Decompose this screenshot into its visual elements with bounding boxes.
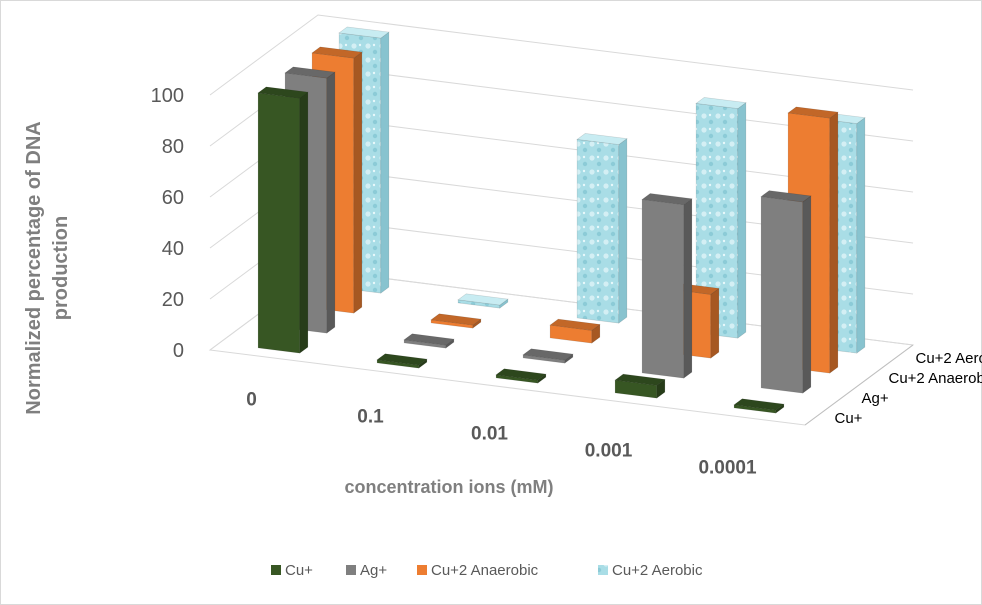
bar-top bbox=[787, 106, 839, 119]
bar-cu--0.0001 bbox=[733, 398, 785, 414]
bar-cu-2-anaerobic-0.01 bbox=[549, 318, 601, 344]
bar-side bbox=[299, 91, 309, 354]
legend-label: Cu+2 Aerobic bbox=[612, 562, 703, 579]
y-axis-title: Normalized percentage of DNA production bbox=[23, 121, 72, 414]
legend: Cu+ Ag+ Cu+2 Anaerobic Cu+2 Aerobic bbox=[271, 562, 703, 579]
bar-top bbox=[311, 46, 363, 59]
legend-label: Ag+ bbox=[360, 562, 387, 579]
bar-top bbox=[576, 133, 628, 145]
legend-item: Ag+ bbox=[346, 562, 387, 579]
x-category-label: 0.1 bbox=[357, 407, 384, 428]
legend-label: Cu+ bbox=[285, 562, 313, 579]
bar-cu-2-aerobic-0.01 bbox=[576, 133, 628, 324]
bar-top bbox=[760, 190, 812, 203]
bar-top bbox=[338, 26, 390, 39]
bar-ag--0.01 bbox=[522, 348, 574, 364]
bar-top bbox=[549, 318, 601, 331]
bar-side bbox=[380, 31, 390, 294]
y-tick-label: 0 bbox=[173, 340, 184, 362]
y-tick-label: 40 bbox=[162, 238, 184, 260]
bar-top bbox=[457, 293, 509, 306]
bar-top bbox=[257, 86, 309, 99]
bar-cu-2-aerobic-0.1 bbox=[457, 293, 509, 309]
bar-ag--0.1 bbox=[403, 333, 455, 349]
legend-swatch bbox=[271, 565, 281, 575]
y-tick-label: 80 bbox=[162, 136, 184, 158]
series-axis-label: Ag+ bbox=[862, 390, 889, 407]
bar-side bbox=[829, 111, 839, 374]
bar-cu--0.1 bbox=[376, 353, 428, 369]
legend-swatch bbox=[417, 565, 427, 575]
bar-cu-2-aerobic-0.001 bbox=[695, 97, 747, 339]
bar-cu--0.001 bbox=[614, 373, 666, 399]
bar-side bbox=[353, 51, 363, 314]
bar-top bbox=[403, 333, 455, 346]
x-category-label: 0.0001 bbox=[698, 458, 757, 479]
y-tick-label: 60 bbox=[162, 187, 184, 209]
x-category-label: 0.01 bbox=[471, 424, 508, 445]
gridline-100 bbox=[209, 14, 914, 96]
y-tick-label: 100 bbox=[151, 85, 184, 107]
x-category-label: 0 bbox=[246, 390, 257, 411]
x-axis-categories: 0 0.1 0.01 0.001 0.0001 bbox=[246, 390, 757, 479]
bar-side bbox=[683, 198, 693, 379]
x-category-label: 0.001 bbox=[585, 441, 633, 462]
bar-side bbox=[856, 117, 866, 354]
bar-side bbox=[802, 195, 812, 394]
legend-item: Cu+2 Anaerobic bbox=[417, 562, 539, 579]
y-axis-title-line-2: production bbox=[50, 216, 72, 320]
bar-cu--0.01 bbox=[495, 368, 547, 384]
bar-ag--0.001 bbox=[641, 193, 693, 379]
series-axis-label: Cu+2 Aerobic bbox=[916, 350, 982, 367]
y-axis-ticks: 0 20 40 60 80 100 bbox=[151, 85, 184, 362]
y-axis-title-line-1: Normalized percentage of DNA bbox=[23, 121, 45, 414]
bar-top bbox=[614, 373, 666, 386]
bar-top bbox=[733, 398, 785, 411]
bar-side bbox=[710, 287, 720, 359]
bar-top bbox=[376, 353, 428, 366]
bar-top bbox=[284, 66, 336, 79]
legend-swatch bbox=[598, 565, 608, 575]
bar-cu-2-anaerobic-0.1 bbox=[430, 313, 482, 329]
bars bbox=[257, 26, 866, 414]
bar-ag--0.0001 bbox=[760, 190, 812, 394]
bar-top bbox=[522, 348, 574, 361]
bar-top bbox=[495, 368, 547, 381]
bar-side bbox=[737, 102, 747, 339]
y-tick-label: 20 bbox=[162, 289, 184, 311]
legend-item: Cu+2 Aerobic bbox=[598, 562, 703, 579]
bar-top bbox=[695, 97, 747, 109]
x-axis-title: concentration ions (mM) bbox=[344, 477, 553, 497]
bar-side bbox=[618, 138, 628, 324]
bar-cu--0 bbox=[257, 86, 309, 354]
bar-top bbox=[641, 193, 693, 206]
bar-side bbox=[326, 71, 336, 334]
legend-item: Cu+ bbox=[271, 562, 313, 579]
bar-front bbox=[641, 199, 685, 379]
depth-axis-line bbox=[804, 344, 914, 426]
series-axis-labels: Cu+ Ag+Cu+2 Anaerobic Cu+2 Aerobic bbox=[835, 350, 982, 427]
legend-label: Cu+2 Anaerobic bbox=[431, 562, 539, 579]
bar-top bbox=[430, 313, 482, 326]
series-axis-label: Cu+2 Anaerobic bbox=[889, 370, 982, 387]
legend-swatch bbox=[346, 565, 356, 575]
bar-front bbox=[760, 196, 804, 394]
bar-front bbox=[576, 139, 620, 324]
series-axis-label: Cu+ bbox=[835, 410, 863, 427]
bar-front bbox=[257, 92, 301, 354]
